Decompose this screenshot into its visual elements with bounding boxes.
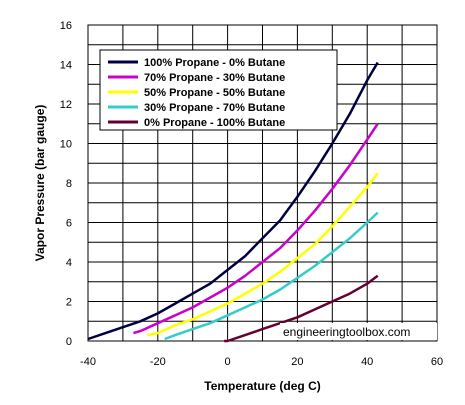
x-tick-label: 20 [291, 356, 303, 368]
series-line-1 [87, 61, 379, 341]
legend-box [99, 49, 338, 131]
plot-area-frame [87, 24, 438, 342]
y-tick-label: 8 [66, 178, 72, 190]
y-tick-label: 4 [66, 257, 72, 269]
y-tick-label: 0 [66, 336, 72, 348]
y-tick-label: 2 [66, 297, 72, 309]
y-tick-label: 10 [60, 139, 72, 151]
x-tick-label: 60 [431, 356, 443, 368]
y-tick-label: 6 [66, 218, 72, 230]
y-axis-label: Vapor Pressure (bar gauge) [33, 105, 47, 262]
series-line-4 [164, 211, 379, 341]
series-line-2 [133, 123, 379, 335]
x-tick-label: 0 [225, 356, 231, 368]
series-line-3 [147, 172, 379, 337]
series-layer [87, 61, 379, 343]
y-tick-label: 16 [60, 20, 72, 32]
series-line-5 [224, 274, 379, 343]
x-tick-label: -40 [80, 356, 96, 368]
legend-label-4: 30% Propane - 70% Butane [144, 102, 285, 114]
legend-label-1: 100% Propane - 0% Butane [144, 57, 285, 69]
y-tick-label: 14 [60, 60, 72, 72]
legend: 100% Propane - 0% Butane 70% Propane - 30… [99, 49, 338, 131]
legend-label-5: 0% Propane - 100% Butane [144, 117, 285, 129]
watermark-background [280, 323, 437, 340]
tick-labels: -40 -20 0 20 40 60 0 2 4 6 8 10 12 14 16 [60, 20, 443, 368]
x-tick-label: -20 [150, 356, 166, 368]
x-axis-label: Temperature (deg C) [204, 379, 320, 393]
y-tick-label: 12 [60, 99, 72, 111]
watermark: engineeringtoolbox.com [283, 325, 410, 339]
legend-label-2: 70% Propane - 30% Butane [144, 72, 285, 84]
x-tick-label: 40 [361, 356, 373, 368]
legend-label-3: 50% Propane - 50% Butane [144, 87, 285, 99]
